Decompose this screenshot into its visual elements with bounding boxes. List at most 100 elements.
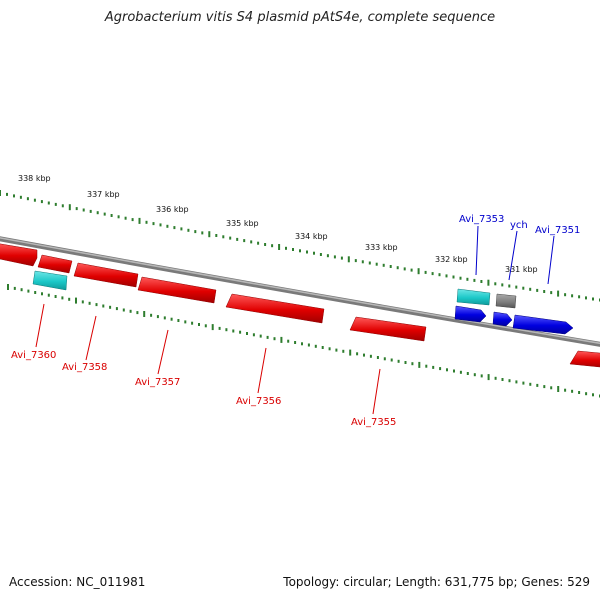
- upper-row-tick: [292, 248, 294, 251]
- gene-avi-7361-arrow[interactable]: [0, 243, 38, 267]
- gene-avi-7355-arrow[interactable]: [349, 316, 427, 342]
- lower-row-tick: [246, 332, 248, 335]
- upper-row-tick: [257, 241, 260, 245]
- lower-row-tick: [75, 297, 77, 304]
- lower-row-tick: [95, 303, 98, 307]
- upper-row-tick: [131, 218, 134, 222]
- upper-row-tick: [264, 243, 267, 246]
- lower-row-tick: [446, 368, 448, 372]
- upper-row-tick: [229, 236, 232, 240]
- backbone-highlight: [0, 237, 600, 345]
- upper-row-tick: [6, 192, 8, 196]
- upper-row-tick: [473, 278, 476, 282]
- lower-row-tick: [571, 389, 574, 393]
- rna-feature-cyan[interactable]: [32, 270, 68, 291]
- gene-avi-7353-cyan[interactable]: [456, 288, 491, 306]
- gene-avi-7354-arrow[interactable]: [569, 350, 600, 368]
- lower-row-tick: [259, 334, 262, 338]
- upper-row-tick: [354, 259, 357, 263]
- upper-row-tick: [431, 272, 434, 276]
- upper-row-tick: [494, 282, 497, 286]
- upper-tick-row: [0, 190, 600, 302]
- upper-row-tick: [550, 291, 553, 295]
- lower-row-tick: [473, 373, 476, 377]
- label-ych: ych: [510, 220, 528, 231]
- gene-avi-7357-arrow[interactable]: [137, 276, 217, 304]
- upper-row-tick: [382, 263, 385, 267]
- lower-row-tick: [287, 339, 290, 343]
- lower-row-tick: [7, 284, 9, 290]
- lower-row-tick: [529, 382, 532, 386]
- lower-row-tick: [129, 309, 132, 313]
- upper-row-tick: [61, 204, 64, 208]
- lower-row-tick: [418, 361, 421, 368]
- upper-row-tick: [103, 212, 106, 216]
- lower-row-tick: [425, 364, 428, 368]
- upper-row-tick: [0, 190, 1, 196]
- lower-row-tick: [487, 374, 490, 381]
- lower-row-tick: [156, 315, 159, 319]
- upper-row-tick: [424, 270, 427, 274]
- upper-row-tick: [40, 200, 43, 204]
- upper-row-tick: [194, 230, 197, 234]
- gene-avi-7358-arrow[interactable]: [73, 262, 139, 288]
- label-avi-7358: Avi_7358: [62, 362, 107, 373]
- lower-row-tick: [252, 333, 255, 337]
- lower-row-tick: [27, 289, 30, 293]
- lower-row-tick: [328, 347, 331, 351]
- upper-row-tick: [578, 295, 581, 299]
- leader-avi-7357: [157, 329, 169, 375]
- lower-row-tick: [211, 324, 214, 331]
- lower-row-tick: [301, 342, 303, 346]
- upper-row-tick: [536, 288, 539, 292]
- upper-row-tick: [201, 231, 204, 235]
- lower-row-tick: [191, 321, 194, 325]
- upper-row-tick: [173, 226, 176, 230]
- upper-row-tick: [361, 260, 364, 264]
- scale-label-336: 336 kbp: [156, 205, 189, 214]
- lower-row-tick: [198, 323, 200, 326]
- upper-row-tick: [480, 280, 483, 283]
- lower-row-tick: [109, 305, 112, 309]
- upper-row-tick: [271, 244, 274, 248]
- lower-row-tick: [494, 376, 497, 380]
- gene-ych-gray[interactable]: [495, 293, 517, 309]
- map-title: Agrobacterium vitis S4 plasmid pAtS4e, c…: [104, 10, 496, 25]
- upper-row-tick: [33, 198, 36, 202]
- gene-avi-7360-arrow[interactable]: [37, 254, 73, 274]
- lower-row-tick: [397, 359, 400, 363]
- lower-row-tick: [102, 304, 105, 308]
- upper-row-tick: [180, 227, 183, 231]
- lower-row-tick: [143, 311, 146, 317]
- lower-row-tick: [564, 388, 567, 392]
- upper-row-tick: [166, 224, 169, 228]
- leader-avi-7355: [372, 368, 381, 415]
- upper-row-tick: [417, 268, 420, 275]
- upper-row-tick: [592, 297, 594, 301]
- lower-row-tick: [204, 324, 207, 328]
- upper-row-tick: [285, 246, 287, 250]
- upper-row-tick: [145, 220, 148, 224]
- lower-row-tick: [453, 369, 455, 373]
- label-avi-7357: Avi_7357: [135, 377, 180, 388]
- upper-row-tick: [326, 254, 329, 258]
- upper-row-tick: [396, 266, 399, 270]
- lower-row-tick: [585, 392, 588, 396]
- lower-row-tick: [115, 307, 118, 311]
- gene-avi-7351-arrow[interactable]: [512, 314, 574, 335]
- scale-label-331: 331 kbp: [505, 265, 538, 274]
- gene-avi-7353-arrow[interactable]: [454, 305, 487, 323]
- gene-avi-7356-arrow[interactable]: [225, 293, 325, 324]
- upper-row-tick: [243, 239, 246, 243]
- upper-row-tick: [278, 244, 281, 250]
- upper-row-tick: [557, 290, 560, 297]
- upper-row-tick: [208, 231, 211, 238]
- upper-row-tick: [333, 255, 336, 259]
- topology-summary-text: Topology: circular; Length: 631,775 bp; …: [283, 575, 590, 589]
- lower-row-tick: [459, 370, 462, 374]
- reverse-strand-genes: [0, 243, 600, 368]
- gene-ych-arrow[interactable]: [492, 311, 513, 327]
- gene-leader-lines: [35, 225, 555, 415]
- scale-labels: 338 kbp 337 kbp 336 kbp 335 kbp 334 kbp …: [18, 174, 538, 274]
- label-avi-7355: Avi_7355: [351, 417, 396, 428]
